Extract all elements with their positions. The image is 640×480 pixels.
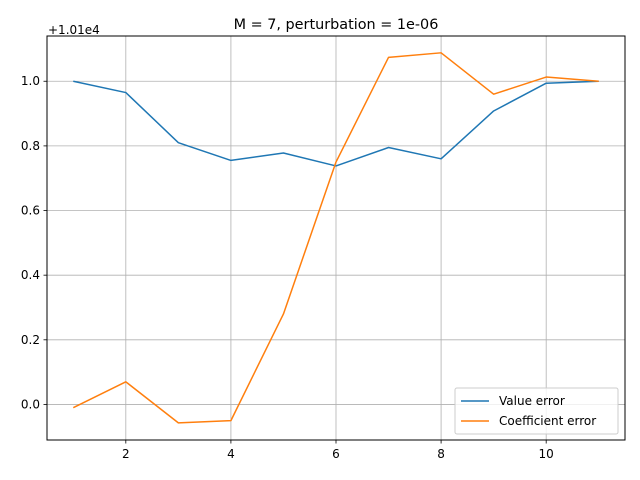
chart-title: M = 7, perturbation = 1e-06 <box>234 17 439 33</box>
legend-box <box>454 387 619 435</box>
y-tick-label: 0.2 <box>21 333 40 347</box>
y-tick-label: 0.4 <box>21 268 40 282</box>
axis-ticks: 2 4 6 8 10 0.0 0.2 0.4 0.6 0.8 1.0 <box>21 74 554 461</box>
x-tick-label: 10 <box>539 447 554 461</box>
series-line <box>73 80 599 167</box>
legend-label: Coefficient error <box>499 414 596 428</box>
series-line <box>72 52 599 424</box>
y-tick-label: 0.0 <box>21 397 40 411</box>
x-tick-label: 4 <box>227 447 235 461</box>
legend-label: Value error <box>499 394 565 408</box>
series-lines <box>72 52 599 424</box>
y-tick-label: 1.0 <box>21 74 40 88</box>
y-offset-label: +1.01e4 <box>48 23 100 37</box>
y-tick-label: 0.8 <box>21 139 40 153</box>
y-tick-label: 0.6 <box>21 204 40 218</box>
grid <box>47 36 625 440</box>
x-tick-label: 8 <box>437 447 445 461</box>
x-tick-label: 2 <box>122 447 130 461</box>
legend: Value error Coefficient error <box>454 387 619 435</box>
x-tick-label: 6 <box>332 447 340 461</box>
